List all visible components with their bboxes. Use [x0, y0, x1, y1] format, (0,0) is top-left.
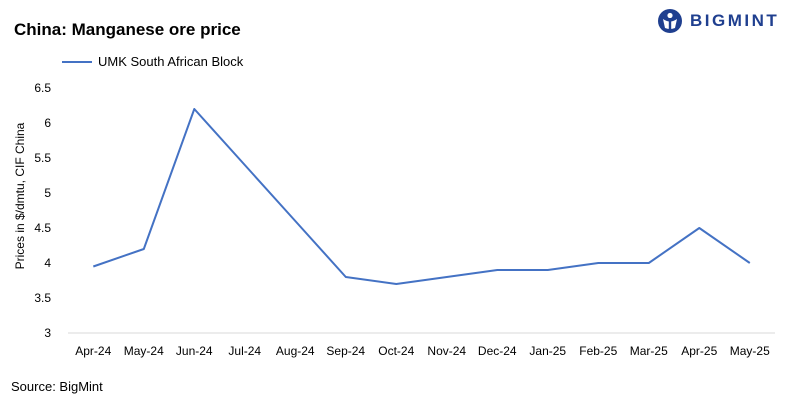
chart-title: China: Manganese ore price	[14, 20, 241, 39]
x-tick-label: Sep-24	[326, 344, 365, 358]
x-tick-label: Dec-24	[478, 344, 517, 358]
y-tick-label: 4	[44, 256, 51, 270]
series-line-1	[92, 108, 751, 285]
y-tick-label: 4.5	[34, 221, 51, 235]
bigmint-logo: BIGMINT	[657, 8, 779, 34]
y-tick-label: 3.5	[34, 291, 51, 305]
x-tick-label: Apr-24	[75, 344, 111, 358]
x-tick-label: Feb-25	[579, 344, 617, 358]
y-tick-label: 5.5	[34, 151, 51, 165]
source-note: Source: BigMint	[11, 379, 103, 394]
x-tick-label: May-25	[730, 344, 770, 358]
logo-text: BIGMINT	[690, 11, 780, 30]
y-tick-label: 6	[44, 116, 51, 130]
legend-label: UMK South African Block	[98, 54, 244, 69]
x-tick-label: Nov-24	[427, 344, 466, 358]
bigmint-logo-icon	[658, 9, 682, 33]
x-tick-label: Jun-24	[176, 344, 213, 358]
x-tick-label: Jan-25	[529, 344, 566, 358]
legend: UMK South African Block	[62, 54, 243, 69]
legend-swatch	[62, 60, 92, 63]
y-tick-label: 6.5	[34, 81, 51, 95]
x-tick-label: Jul-24	[228, 344, 261, 358]
y-tick-label: 5	[44, 186, 51, 200]
x-tick-label: May-24	[124, 344, 164, 358]
x-tick-label: Aug-24	[276, 344, 315, 358]
x-tick-label: Mar-25	[630, 344, 668, 358]
x-tick-label: Oct-24	[378, 344, 414, 358]
y-tick-label: 3	[44, 326, 51, 340]
x-tick-label: Apr-25	[681, 344, 717, 358]
